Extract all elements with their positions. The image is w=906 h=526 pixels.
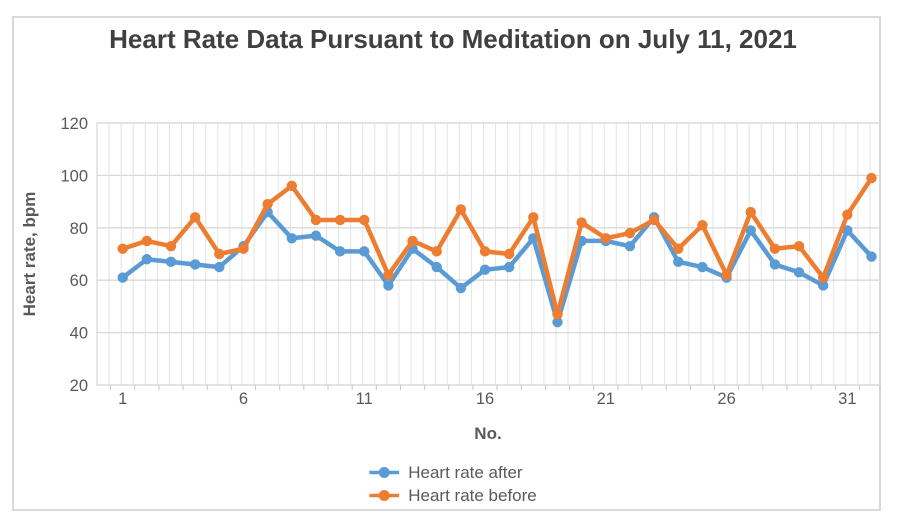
data-point	[503, 248, 515, 260]
data-point	[479, 264, 491, 275]
data-point	[310, 230, 322, 241]
legend-label-after: Heart rate after	[408, 462, 523, 482]
data-point	[189, 259, 201, 270]
data-point	[673, 256, 684, 268]
data-point	[262, 199, 273, 210]
data-point	[842, 225, 853, 236]
data-point	[407, 235, 418, 247]
data-point	[624, 227, 636, 239]
data-point	[189, 212, 201, 223]
data-point	[479, 246, 491, 257]
data-point	[359, 214, 370, 226]
chart-title: Heart Rate Data Pursuant to Meditation o…	[109, 24, 797, 54]
svg-text:16: 16	[476, 390, 494, 408]
legend-item-after: Heart rate after	[369, 462, 537, 483]
svg-text:1: 1	[118, 390, 127, 408]
svg-text:100: 100	[60, 167, 88, 185]
svg-text:60: 60	[70, 272, 88, 290]
legend-item-before: Heart rate before	[369, 485, 537, 506]
data-point	[842, 209, 853, 220]
data-point	[817, 280, 829, 291]
data-point	[214, 248, 225, 260]
data-point	[431, 246, 442, 257]
data-point	[214, 261, 225, 273]
legend-marker-after-icon	[369, 467, 400, 478]
data-point	[455, 204, 467, 215]
legend-label-before: Heart rate before	[408, 485, 537, 505]
data-point	[503, 261, 515, 273]
data-point	[141, 254, 153, 265]
data-point	[793, 267, 805, 278]
data-point	[286, 180, 297, 192]
data-point	[455, 282, 467, 294]
svg-text:40: 40	[70, 325, 88, 343]
data-point	[165, 240, 177, 252]
data-point	[238, 243, 249, 254]
data-point	[648, 214, 660, 226]
svg-text:26: 26	[717, 390, 735, 408]
plot-border	[96, 122, 881, 386]
data-point	[117, 243, 128, 254]
svg-text:21: 21	[597, 390, 615, 408]
data-point	[769, 259, 781, 270]
y-tick-labels: 20 40 60 80 100 120	[60, 115, 88, 395]
data-point	[528, 212, 539, 223]
data-point	[624, 240, 636, 252]
data-point	[697, 219, 708, 231]
svg-text:120: 120	[60, 115, 88, 133]
data-point	[334, 214, 346, 226]
svg-text:31: 31	[838, 390, 856, 408]
svg-text:6: 6	[239, 390, 248, 408]
x-axis-ticks	[110, 385, 881, 390]
svg-text:20: 20	[70, 377, 88, 395]
data-point	[117, 272, 128, 283]
x-axis-title: No.	[474, 424, 502, 443]
data-point	[552, 316, 563, 328]
data-point	[817, 272, 829, 283]
data-point	[431, 261, 442, 273]
data-point	[552, 309, 563, 320]
data-point	[383, 280, 394, 291]
data-point	[866, 172, 877, 184]
data-point	[697, 261, 708, 273]
data-point	[310, 214, 322, 226]
data-point	[141, 235, 153, 247]
series-heart-rate-before	[117, 172, 877, 320]
data-point	[745, 225, 756, 236]
data-point	[359, 246, 370, 257]
legend-marker-before-icon	[369, 490, 400, 501]
svg-text:80: 80	[70, 220, 88, 238]
data-point	[866, 251, 877, 262]
svg-text:11: 11	[356, 390, 373, 408]
data-point	[576, 217, 587, 228]
data-point	[721, 269, 732, 281]
legend: Heart rate after Heart rate before	[369, 462, 537, 506]
data-point	[383, 269, 394, 281]
data-point	[600, 233, 611, 244]
data-point	[673, 243, 684, 254]
data-point	[769, 243, 781, 254]
data-point	[745, 206, 756, 218]
data-point	[286, 233, 297, 244]
series-heart-rate-after	[117, 206, 877, 328]
data-point	[334, 246, 346, 257]
data-point	[165, 256, 177, 268]
data-point	[793, 240, 805, 252]
x-tick-labels: 1 6 11 16 21 26 31	[118, 390, 856, 408]
